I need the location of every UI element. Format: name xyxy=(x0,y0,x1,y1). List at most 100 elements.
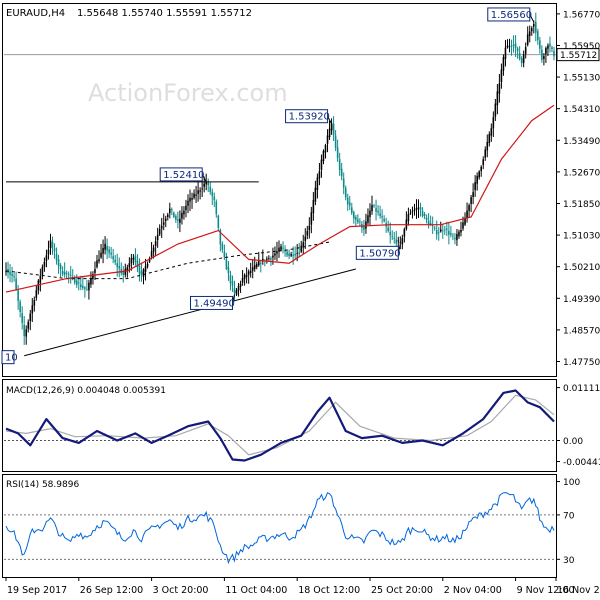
candle xyxy=(175,214,177,223)
rsi-panel-frame xyxy=(2,474,557,578)
candle xyxy=(61,266,64,277)
candle xyxy=(502,54,505,76)
candle xyxy=(411,206,414,219)
candle xyxy=(43,257,46,272)
candle xyxy=(470,194,472,213)
candle xyxy=(168,202,171,219)
candle xyxy=(49,233,52,255)
candle xyxy=(197,181,199,202)
candle xyxy=(41,264,44,280)
ema20-line xyxy=(5,104,555,293)
candle xyxy=(118,257,121,278)
candle xyxy=(253,256,256,272)
annotation-label: 1.53920 xyxy=(289,112,330,123)
candle xyxy=(415,199,418,219)
candle xyxy=(251,259,254,279)
candle xyxy=(225,252,228,271)
candle xyxy=(316,173,319,199)
rsi-y-tick-label: 70 xyxy=(563,511,575,521)
candle xyxy=(496,84,499,115)
candle xyxy=(369,203,371,226)
candle xyxy=(460,221,462,237)
candle xyxy=(340,162,343,181)
candle xyxy=(21,306,23,330)
x-tick-label: 18 Oct 12:00 xyxy=(298,585,360,596)
candle xyxy=(223,244,226,260)
candle xyxy=(69,266,72,284)
macd-panel-frame xyxy=(2,379,557,472)
candle xyxy=(33,296,36,312)
candle xyxy=(94,261,96,280)
candle xyxy=(15,271,17,291)
candle xyxy=(63,262,66,278)
candle xyxy=(276,241,278,262)
candle xyxy=(308,217,311,239)
candle xyxy=(330,118,333,135)
candlestick-series xyxy=(5,12,555,345)
candle xyxy=(326,129,329,153)
candle xyxy=(377,205,379,216)
candle xyxy=(524,42,527,59)
candle xyxy=(177,211,179,229)
candle xyxy=(102,239,104,264)
candle xyxy=(535,12,537,42)
candle xyxy=(209,182,212,195)
candle xyxy=(322,149,325,165)
candle xyxy=(332,116,335,141)
candle xyxy=(367,208,369,225)
candle xyxy=(448,221,450,245)
candle xyxy=(312,192,315,221)
candle xyxy=(189,189,191,212)
candle xyxy=(112,248,114,264)
candle xyxy=(237,282,240,297)
candle xyxy=(439,221,442,233)
candle xyxy=(164,215,167,228)
candle xyxy=(456,229,458,246)
candle xyxy=(292,246,294,265)
candle xyxy=(504,39,507,67)
x-tick-label: 9 Nov 12:00 xyxy=(517,585,575,596)
candle xyxy=(403,227,406,243)
candle xyxy=(134,248,137,266)
candle xyxy=(25,325,28,345)
candle xyxy=(553,46,555,61)
candle xyxy=(142,268,145,285)
current-price-label: 1.55712 xyxy=(560,51,597,61)
candle xyxy=(245,267,248,284)
candle xyxy=(464,212,466,226)
candle xyxy=(100,243,102,259)
price-overlays xyxy=(5,104,555,357)
candle xyxy=(255,261,258,270)
candle xyxy=(512,35,515,53)
candle xyxy=(23,316,25,345)
candle xyxy=(229,270,232,291)
candle xyxy=(468,203,470,218)
candle xyxy=(171,207,173,216)
x-tick-label: 25 Oct 20:00 xyxy=(371,585,433,596)
candle xyxy=(433,225,436,231)
rsi-line xyxy=(5,492,555,565)
candle xyxy=(179,210,181,233)
candle xyxy=(274,246,276,260)
candle xyxy=(363,219,365,236)
candle xyxy=(73,275,76,285)
candle xyxy=(454,233,456,245)
candle xyxy=(5,262,7,276)
candle xyxy=(348,195,351,211)
candle xyxy=(140,262,143,282)
candle xyxy=(355,215,357,227)
candle xyxy=(154,236,157,256)
candle xyxy=(478,170,480,180)
candle xyxy=(508,38,511,53)
annotation-label: 1.56560 xyxy=(491,10,532,21)
price-annotation: 1.52410 xyxy=(159,167,207,183)
candle xyxy=(547,43,549,56)
candle xyxy=(185,199,187,218)
candle xyxy=(227,260,230,281)
candle xyxy=(302,234,305,254)
candle xyxy=(373,203,375,208)
candle xyxy=(539,36,541,54)
candle xyxy=(53,243,56,259)
candle xyxy=(173,211,175,219)
price-annotation: 10 xyxy=(1,350,18,365)
